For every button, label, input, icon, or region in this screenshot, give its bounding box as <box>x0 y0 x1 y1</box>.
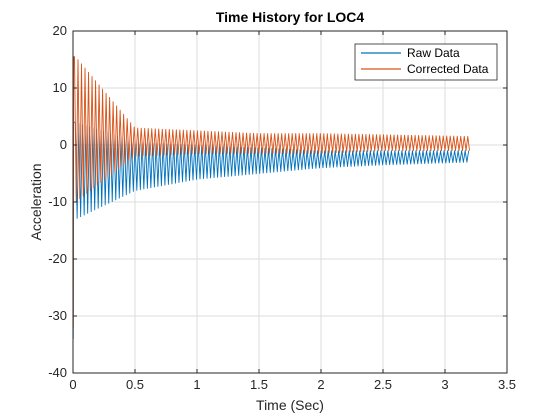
x-tick-label: 2 <box>317 377 324 392</box>
y-tick-label: -30 <box>48 308 67 323</box>
x-tick-label: 3.5 <box>498 377 516 392</box>
chart-title: Time History for LOC4 <box>216 9 365 25</box>
y-tick-label: -40 <box>48 365 67 380</box>
x-tick-label: 1.5 <box>250 377 268 392</box>
x-tick-label: 2.5 <box>374 377 392 392</box>
legend: Raw Data Corrected Data <box>354 43 498 81</box>
y-tick-label: 20 <box>53 23 67 38</box>
legend-label-corrected-data: Corrected Data <box>407 62 489 76</box>
x-tick-label: 3 <box>441 377 448 392</box>
x-axis-label: Time (Sec) <box>256 397 324 413</box>
x-tick-label: 0 <box>69 377 76 392</box>
legend-label-raw-data: Raw Data <box>407 46 460 60</box>
y-tick-label: 0 <box>60 137 67 152</box>
axes-box <box>72 30 508 374</box>
legend-box <box>354 43 498 81</box>
y-tick-label: 10 <box>53 80 67 95</box>
y-tick-label: -10 <box>48 194 67 209</box>
x-tick-label: 0.5 <box>126 377 144 392</box>
ticks: 0 0.5 1 1.5 2 2.5 3 3.5 -40 -30 -20 -10 0 10 20 <box>48 23 516 392</box>
series-line-raw-data <box>72 121 470 340</box>
x-tick-label: 1 <box>193 377 200 392</box>
grid <box>73 31 507 373</box>
y-tick-label: -20 <box>48 251 67 266</box>
y-axis-label: Acceleration <box>28 163 44 240</box>
data-lines <box>72 56 470 340</box>
series-line-corrected-data <box>72 56 470 328</box>
